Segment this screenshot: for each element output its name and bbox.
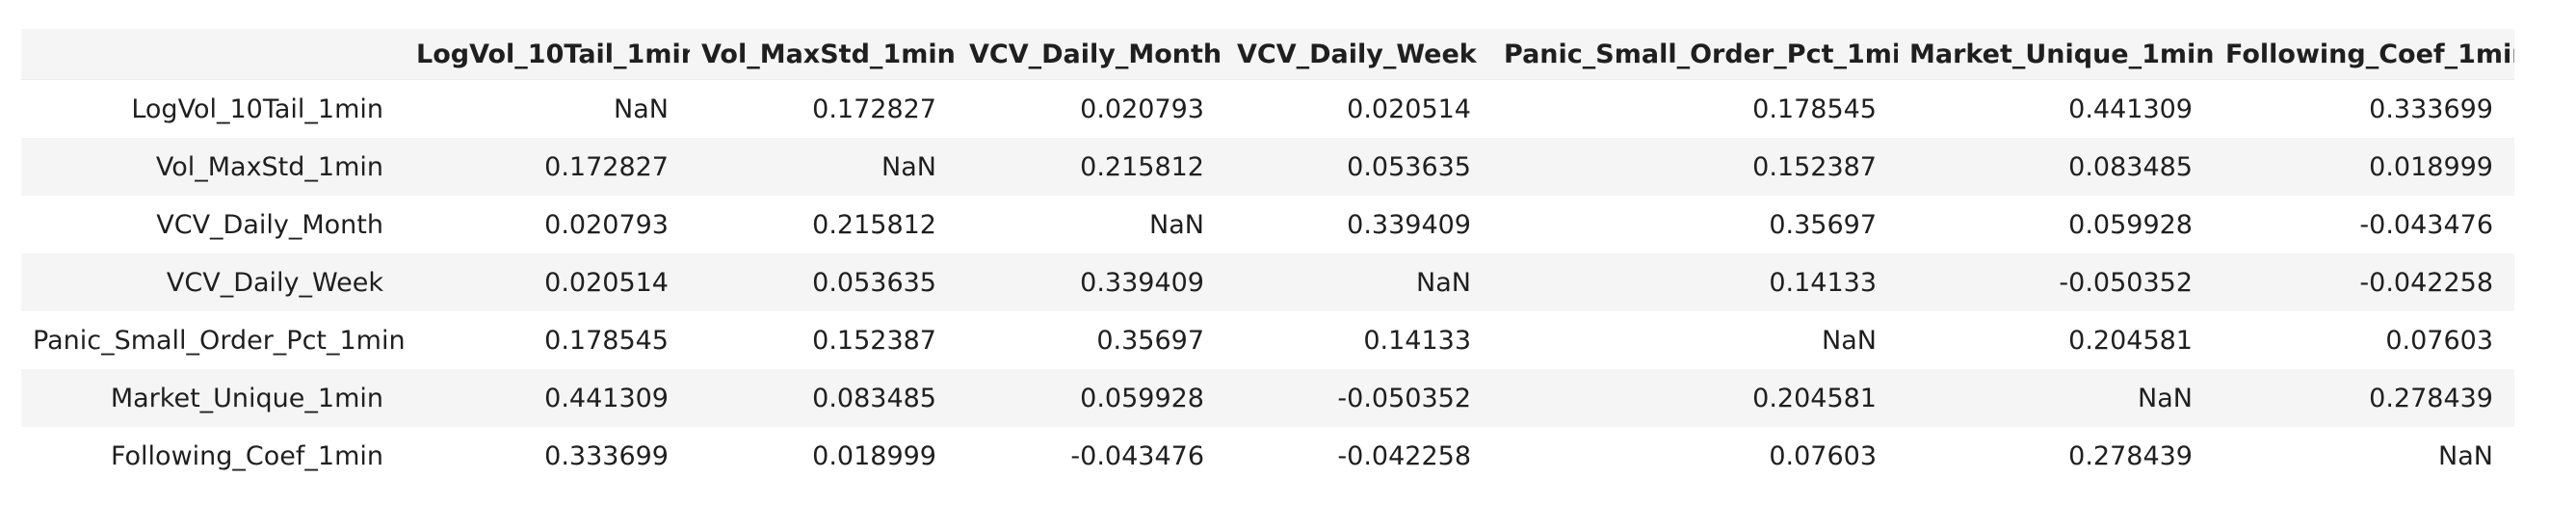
- index-header: [21, 29, 405, 80]
- table-cell: 0.152387: [1752, 151, 1877, 182]
- column-header: Panic_Small_Order_Pct_1min: [1492, 29, 1898, 80]
- table-cell: 0.35697: [1769, 209, 1877, 240]
- table-cell: 0.020793: [1080, 93, 1204, 124]
- table-cell: 0.178545: [1752, 93, 1877, 124]
- table-cell: 0.059928: [1080, 383, 1204, 413]
- row-label: Following_Coef_1min: [110, 440, 383, 471]
- table-cell: 0.172827: [812, 93, 936, 124]
- table-cell: 0.018999: [812, 440, 936, 471]
- row-label: VCV_Daily_Week: [166, 267, 383, 298]
- table-cell: 0.020514: [1347, 93, 1471, 124]
- table-cell: 0.441309: [544, 383, 669, 413]
- table-cell: 0.333699: [2369, 93, 2493, 124]
- table-cell: 0.018999: [2369, 151, 2493, 182]
- row-label: Market_Unique_1min: [110, 383, 383, 413]
- table-cell: NaN: [614, 93, 669, 124]
- table-cell: NaN: [881, 151, 936, 182]
- table-cell: 0.083485: [2068, 151, 2193, 182]
- table-cell: 0.059928: [2068, 209, 2193, 240]
- table-cell: NaN: [1149, 209, 1204, 240]
- column-header: Vol_MaxStd_1min: [690, 29, 958, 80]
- table-cell: 0.020514: [544, 267, 669, 298]
- table-cell: -0.043476: [2359, 209, 2493, 240]
- table-cell: 0.053635: [1347, 151, 1471, 182]
- table-cell: -0.050352: [1337, 383, 1471, 413]
- table-cell: 0.339409: [1080, 267, 1204, 298]
- table-cell: 0.178545: [544, 325, 669, 356]
- column-header: Market_Unique_1min: [1898, 29, 2214, 80]
- table-cell: 0.215812: [1080, 151, 1204, 182]
- table-cell: -0.043476: [1070, 440, 1204, 471]
- column-header: VCV_Daily_Week: [1225, 29, 1492, 80]
- table-row: Panic_Small_Order_Pct_1min 0.178545 0.15…: [21, 311, 2514, 369]
- table-cell: 0.07603: [1769, 440, 1877, 471]
- row-label: VCV_Daily_Month: [156, 209, 383, 240]
- table-cell: 0.441309: [2068, 93, 2193, 124]
- table-cell: 0.204581: [1752, 383, 1877, 413]
- row-label: LogVol_10Tail_1min: [131, 93, 383, 124]
- table-cell: 0.14133: [1363, 325, 1471, 356]
- table-row: VCV_Daily_Month 0.020793 0.215812 NaN 0.…: [21, 196, 2514, 253]
- column-header: VCV_Daily_Month: [958, 29, 1225, 80]
- table-row: Vol_MaxStd_1min 0.172827 NaN 0.215812 0.…: [21, 138, 2514, 196]
- table-cell: NaN: [2438, 440, 2493, 471]
- table-cell: 0.07603: [2385, 325, 2493, 356]
- table-cell: -0.042258: [2359, 267, 2493, 298]
- table-cell: 0.215812: [812, 209, 936, 240]
- table-row: VCV_Daily_Week 0.020514 0.053635 0.33940…: [21, 253, 2514, 311]
- table-cell: 0.278439: [2369, 383, 2493, 413]
- table-cell: 0.333699: [544, 440, 669, 471]
- column-header: Following_Coef_1min: [2214, 29, 2514, 80]
- table-cell: 0.14133: [1769, 267, 1877, 298]
- dataframe-output: LogVol_10Tail_1min Vol_MaxStd_1min VCV_D…: [21, 29, 2514, 485]
- table-cell: 0.35697: [1096, 325, 1204, 356]
- column-header: LogVol_10Tail_1min: [405, 29, 690, 80]
- table-cell: NaN: [1822, 325, 1877, 356]
- table-cell: NaN: [1416, 267, 1471, 298]
- correlation-table: LogVol_10Tail_1min Vol_MaxStd_1min VCV_D…: [21, 29, 2514, 485]
- table-cell: 0.020793: [544, 209, 669, 240]
- table-cell: 0.083485: [812, 383, 936, 413]
- table-cell: -0.042258: [1337, 440, 1471, 471]
- row-label: Vol_MaxStd_1min: [155, 151, 383, 182]
- row-label: Panic_Small_Order_Pct_1min: [33, 325, 405, 356]
- table-cell: -0.050352: [2059, 267, 2193, 298]
- table-cell: 0.278439: [2068, 440, 2193, 471]
- table-cell: 0.053635: [812, 267, 936, 298]
- table-row: Following_Coef_1min 0.333699 0.018999 -0…: [21, 427, 2514, 485]
- table-cell: NaN: [2138, 383, 2193, 413]
- header-row: LogVol_10Tail_1min Vol_MaxStd_1min VCV_D…: [21, 29, 2514, 80]
- table-cell: 0.172827: [544, 151, 669, 182]
- table-cell: 0.339409: [1347, 209, 1471, 240]
- table-cell: 0.204581: [2068, 325, 2193, 356]
- table-cell: 0.152387: [812, 325, 936, 356]
- table-row: LogVol_10Tail_1min NaN 0.172827 0.020793…: [21, 79, 2514, 138]
- table-row: Market_Unique_1min 0.441309 0.083485 0.0…: [21, 369, 2514, 427]
